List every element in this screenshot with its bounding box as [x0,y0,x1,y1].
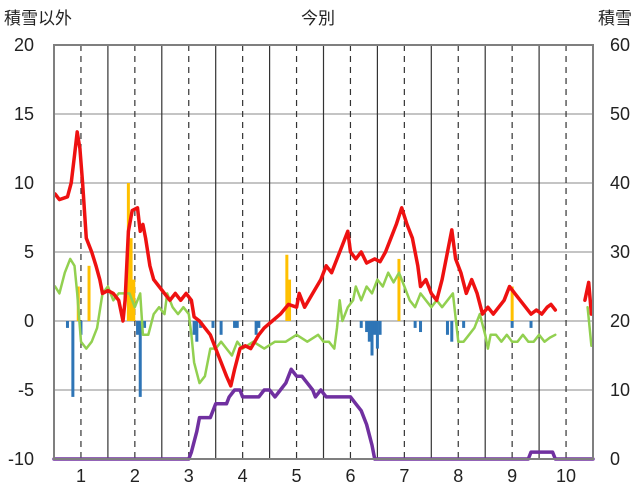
blue-bar [257,321,261,328]
blue-bar [365,321,369,333]
blue-bar [370,321,374,356]
plot-frame [53,44,594,460]
left-y-tick-label: 10 [14,173,34,193]
blue-bar [373,321,377,335]
right-y-tick-label: 40 [610,173,630,193]
x-tick-label: 1 [76,466,86,486]
left-axis-label: 積雪以外 [4,9,72,29]
blue-bar [254,321,258,335]
blue-bar [510,321,514,328]
blue-bar [65,321,69,328]
x-tick-label: 9 [507,466,517,486]
right-y-tick-label: 20 [610,311,630,331]
red-series-line [53,130,558,388]
green-series-line [53,257,557,385]
right-y-tick-label: 60 [610,35,630,55]
x-tick-label: 5 [292,466,302,486]
blue-bar [367,321,371,342]
blue-bar [136,321,140,335]
blue-bar [450,321,454,342]
left-y-tick-label: -5 [18,380,34,400]
left-y-tick-label: 20 [14,35,34,55]
blue-bar [529,321,533,328]
blue-bar [419,321,423,333]
blue-bar [462,321,466,328]
left-y-tick-label: 5 [24,242,34,262]
right-axis-label: 積雪 [598,9,632,29]
blue-bar [192,321,196,335]
orange-bar [132,279,136,321]
x-tick-label: 8 [453,466,463,486]
blue-bar [445,321,449,335]
x-tick-label: 6 [345,466,355,486]
series-lines [52,130,595,461]
right-y-tick-label: 10 [610,380,630,400]
left-y-tick-label: 0 [24,311,34,331]
chart-title: 今別 [301,9,335,29]
left-y-tick-label: -10 [8,449,34,469]
blue-bar [235,321,239,328]
orange-bar [87,265,91,321]
blue-bar [375,321,379,349]
orange-bar [285,254,289,321]
right-y-tick-label: 0 [610,449,620,469]
x-tick-label: 3 [184,466,194,486]
red-series-line [583,280,594,316]
blue-bar [211,321,215,328]
blue-bar [138,321,142,397]
orange-bar [397,258,401,321]
blue-bar [413,321,417,328]
blue-bar [71,321,75,397]
x-tick-label: 10 [556,466,576,486]
orange-bar [129,238,133,321]
blue-bar [143,321,147,328]
left-y-tick-label: 15 [14,104,34,124]
blue-bar [378,321,382,335]
bars [65,183,533,397]
blue-bar [219,321,223,335]
right-y-tick-label: 30 [610,242,630,262]
grid [54,45,593,459]
blue-bar [233,321,237,328]
x-tick-label: 2 [130,466,140,486]
x-tick-label: 7 [399,466,409,486]
blue-bar [195,321,199,342]
green-series-line [586,305,593,348]
x-tick-label: 4 [238,466,248,486]
orange-bar [288,279,292,321]
blue-bar [359,321,363,328]
right-y-tick-label: 50 [610,104,630,124]
orange-bar [510,286,514,321]
